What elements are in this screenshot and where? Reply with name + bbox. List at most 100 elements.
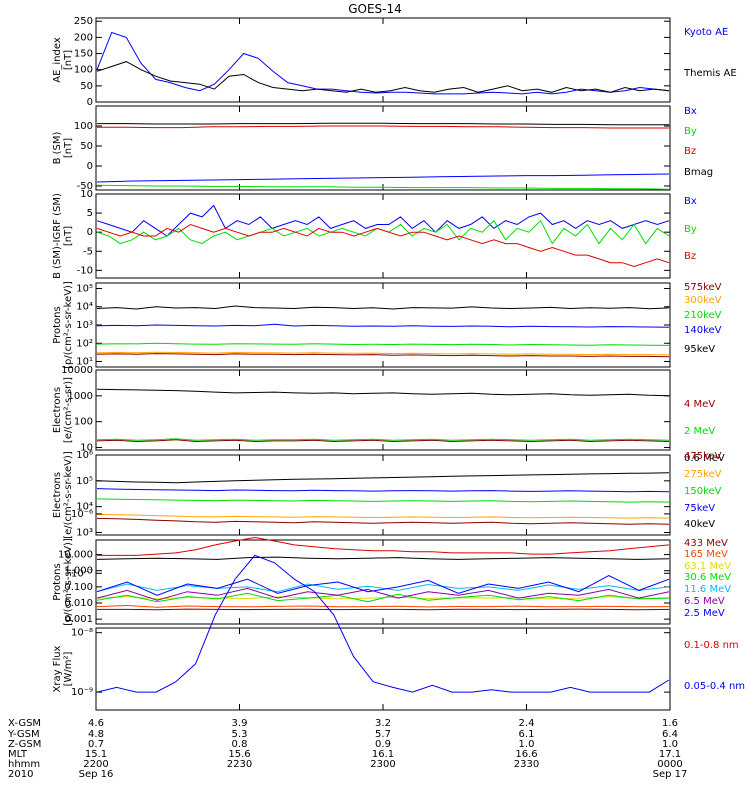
y-axis-label: [nT] <box>63 138 74 158</box>
legend-label: 0.1-0.8 nm <box>684 640 739 651</box>
y-axis-label: Xray Flux <box>52 645 63 692</box>
x-axis-value: 15.6 <box>228 749 250 760</box>
legend-label: 30.6 MeV <box>684 572 731 583</box>
series-line <box>96 488 670 493</box>
x-axis-value: 1.0 <box>662 739 678 750</box>
y-tick-label: 10⁶ <box>76 450 93 461</box>
y-tick-label: 10⁴ <box>76 302 93 313</box>
x-axis-row-label: Y-GSM <box>7 729 40 740</box>
x-axis-value: 2300 <box>370 759 395 770</box>
y-tick-label: 10.000 <box>58 550 93 561</box>
series-line <box>96 556 670 560</box>
panel-6: 10³ 10⁴ 10⁵ 10⁶ Electrons [e/(cm²-s-sr-keV)] 4… <box>52 450 722 539</box>
y-tick-label: -50 <box>77 181 93 192</box>
y-axis-label: [p/(cm²-s-sr-keV)] <box>63 281 74 369</box>
legend-label: 475keV <box>684 451 722 462</box>
legend-label: By <box>684 224 697 235</box>
panel-3: -10 -5 0 5 10 B (SM)-IGRF (SM) [nT] Bx By Bz <box>52 189 697 279</box>
series-line <box>97 122 669 126</box>
series-line <box>96 575 670 596</box>
series-line <box>96 438 670 441</box>
y-tick-label: 10 <box>80 442 93 453</box>
y-tick-label: 5 <box>87 208 93 219</box>
x-axis-value: 4.6 <box>88 718 104 729</box>
y-tick-label: 10⁵ <box>76 283 93 294</box>
legend-label: Themis AE <box>683 68 737 79</box>
y-tick-label: -10 <box>77 265 93 276</box>
y-tick-label: 100 <box>74 65 93 76</box>
x-axis-table: X-GSMY-GSMZ-GSMMLThhmm20104.64.80.715.12… <box>7 718 687 780</box>
panel-4: 10¹ 10² 10³ 10⁴ 10⁵ Protons [p/(cm²-s-sr-keV)]… <box>52 281 722 369</box>
y-tick-label: 10³ <box>76 320 93 331</box>
y-axis-label: [p/(cm²-s-sr-keV)] <box>63 538 74 626</box>
x-axis-value: 2.4 <box>519 718 535 729</box>
y-axis-label: [nT] <box>63 50 74 70</box>
y-tick-label: 10⁵ <box>76 476 93 487</box>
series-line <box>97 125 669 129</box>
y-tick-label: 0.100 <box>64 582 93 593</box>
legend-label: 2.5 MeV <box>684 608 725 619</box>
x-axis-row-label: MLT <box>8 749 28 760</box>
x-axis-value: 1.6 <box>662 718 678 729</box>
legend-label: 165 MeV <box>684 549 728 560</box>
x-axis-row-label: X-GSM <box>8 718 41 729</box>
y-tick-label: 10³ <box>76 527 93 538</box>
y-tick-label: 250 <box>74 16 93 27</box>
y-axis-label: Protons <box>52 306 63 343</box>
y-axis-label: [W/m²] <box>63 651 74 686</box>
y-tick-label: 10000 <box>61 365 93 376</box>
y-tick-label: 100 <box>74 417 93 428</box>
x-axis-value: 4.8 <box>88 729 104 740</box>
panel-frame <box>95 627 671 711</box>
x-axis-value: 16.1 <box>372 749 394 760</box>
series-line <box>96 498 670 503</box>
legend-label: 140keV <box>684 325 722 336</box>
legend-label: 75keV <box>684 503 715 514</box>
y-tick-label: 50 <box>80 81 93 92</box>
series-line <box>96 604 670 608</box>
series-line <box>96 592 670 603</box>
legend-label: Bz <box>684 146 696 157</box>
series-line <box>96 517 670 525</box>
series-line <box>97 536 670 556</box>
y-tick-label: 0.010 <box>64 598 93 609</box>
panel-frame <box>95 369 671 451</box>
x-axis-value: Sep 17 <box>653 769 688 780</box>
series-line <box>96 351 670 356</box>
series-line <box>96 184 670 190</box>
x-axis-value: 2330 <box>514 759 539 770</box>
y-tick-label: 0 <box>87 97 93 108</box>
series-line <box>96 554 670 693</box>
series-line <box>96 587 670 601</box>
x-axis-row-label: 2010 <box>8 769 33 780</box>
legend-label: 63.1 MeV <box>684 561 731 572</box>
legend-label: 0.05-0.4 nm <box>684 681 745 692</box>
x-axis-value: 1.0 <box>519 739 535 750</box>
legend-label: 6.5 MeV <box>684 596 725 607</box>
y-tick-label: 50 <box>80 141 93 152</box>
legend-label: 4 MeV <box>684 399 715 410</box>
y-tick-label: 10² <box>76 338 93 349</box>
series-line <box>96 305 670 310</box>
series-line <box>96 323 670 328</box>
legend-label: Bx <box>684 106 697 117</box>
x-axis-value: 3.2 <box>375 718 391 729</box>
x-axis-value: 5.7 <box>375 729 391 740</box>
y-tick-label: 1.000 <box>64 566 93 577</box>
panel-8: 10⁻⁹ 10⁻⁸ 10⁻⁷ 10⁻⁶ Xray Flux [W/m²] 0.1-0.8 n… <box>52 509 745 711</box>
y-tick-label: 10⁻⁶ <box>71 509 93 520</box>
series-line <box>96 342 670 346</box>
series-line <box>96 388 670 397</box>
x-axis-value: 15.1 <box>85 749 107 760</box>
series-line <box>96 583 670 593</box>
x-axis-value: 0.8 <box>232 739 248 750</box>
legend-label: Bx <box>684 196 697 207</box>
legend-label: Bmag <box>684 167 713 178</box>
series-line <box>96 353 670 358</box>
series-line <box>97 608 670 611</box>
x-axis-value: Sep 16 <box>79 769 114 780</box>
legend-label: 11.6 MeV <box>684 584 731 595</box>
series-line <box>96 173 670 183</box>
